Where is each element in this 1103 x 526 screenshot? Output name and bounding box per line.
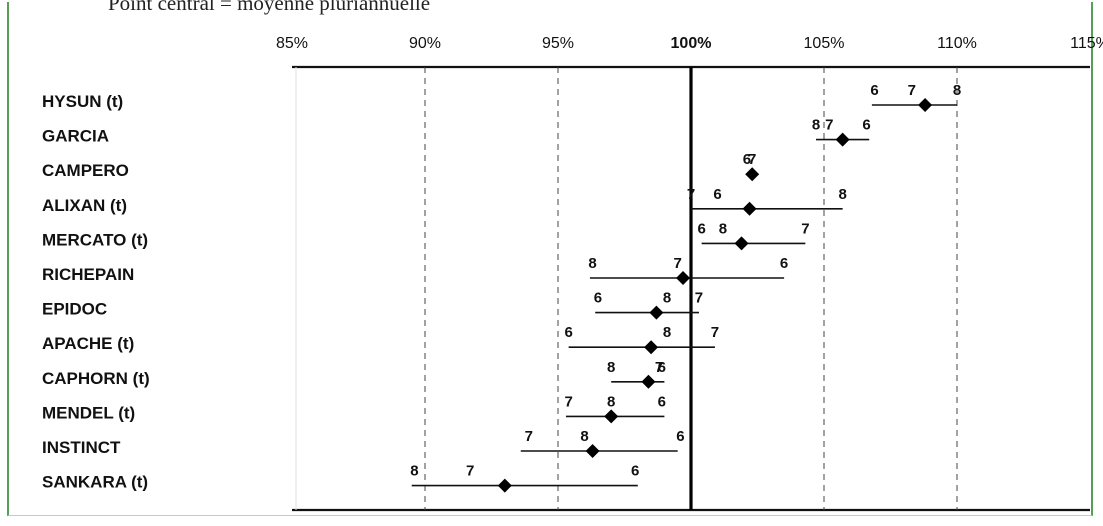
figure-frame [7,2,1093,516]
category-label: SANKARA (t) [42,473,148,492]
year-label: 8 [663,324,671,341]
year-label: 8 [812,117,820,134]
category-label: INSTINCT [42,438,121,457]
year-label: 8 [410,463,418,480]
mean-marker [641,374,656,389]
x-tick-label: 85% [276,35,308,52]
year-label: 8 [607,393,615,410]
mean-marker [918,98,933,112]
x-tick-label: 95% [542,35,574,52]
mean-marker [676,271,691,285]
year-label: 7 [525,428,533,445]
year-label: 8 [953,82,961,99]
mean-marker [497,478,512,493]
category-label: ALIXAN (t) [42,196,127,215]
category-label: CAPHORN (t) [42,369,150,388]
mean-marker [649,305,664,320]
year-label: 8 [663,290,671,307]
year-label: 7 [655,359,663,376]
year-label: 6 [862,117,870,134]
category-label: MENDEL (t) [42,403,135,422]
chart-caption: Point central = moyenne pluriannuelle [108,0,431,15]
mean-marker [835,132,850,147]
category-label: HYSUN (t) [42,92,123,111]
x-tick-label: 105% [804,35,845,52]
year-label: 7 [687,186,695,203]
year-label: 7 [466,463,474,480]
category-label: APACHE (t) [42,334,134,353]
category-label: GARCIA [42,127,109,146]
category-label: CAMPERO [42,161,129,180]
year-label: 7 [748,151,756,168]
category-label: EPIDOC [42,300,107,319]
year-label: 6 [564,324,572,341]
year-label: 8 [588,255,596,272]
category-label: RICHEPAIN [42,265,134,284]
year-label: 6 [697,220,705,237]
year-label: 6 [658,359,666,376]
x-tick-label: 100% [671,35,712,52]
mean-marker [644,340,659,355]
year-label: 8 [838,186,846,203]
year-label: 6 [594,290,602,307]
year-label: 7 [711,324,719,341]
year-label: 6 [743,151,751,168]
year-label: 8 [719,220,727,237]
mean-marker [734,236,749,251]
x-tick-label: 90% [409,35,441,52]
year-label: 8 [607,359,615,376]
year-label: 6 [631,463,639,480]
year-label: 7 [908,82,916,99]
year-label: 7 [801,220,809,237]
mean-marker [604,409,619,424]
year-label: 6 [780,255,788,272]
year-label: 7 [695,290,703,307]
caption-strip: Point central = moyenne pluriannuelle [0,0,1103,22]
x-tick-label: 110% [937,35,977,52]
mean-marker [742,201,757,216]
year-label: 8 [580,428,588,445]
year-label: 6 [870,82,878,99]
mean-marker [745,167,760,182]
category-label: MERCATO (t) [42,230,148,249]
year-label: 6 [676,428,684,445]
year-label: 7 [564,393,572,410]
year-label: 6 [658,393,666,410]
year-label: 7 [825,117,833,134]
year-label: 6 [713,186,721,203]
x-tick-label: 115% [1070,35,1103,52]
mean-marker [585,444,600,458]
year-label: 7 [674,255,682,272]
